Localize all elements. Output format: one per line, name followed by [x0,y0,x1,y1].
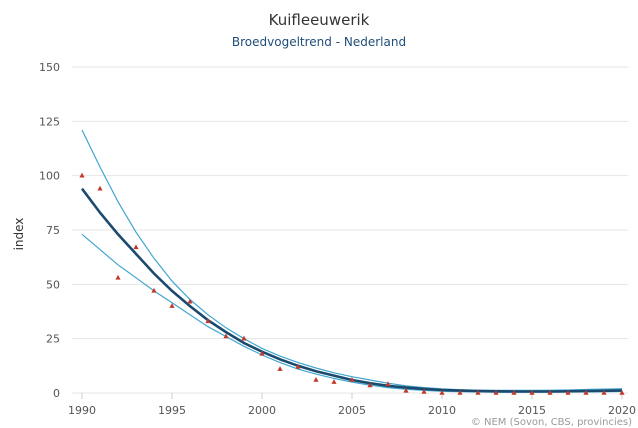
observed-point [457,390,463,395]
observed-point [565,390,571,395]
grid-lines [72,66,628,394]
observed-point [529,390,535,395]
y-tick-label: 50 [46,278,60,291]
x-tick-label: 1995 [158,404,186,417]
observed-point [151,287,157,293]
x-tick-label: 2000 [248,404,276,417]
trend-line [80,187,623,393]
observed-point [133,244,139,250]
observed-point [187,298,193,304]
y-tick-label: 25 [46,333,60,346]
observed-point [223,333,229,339]
x-tick-label: 1990 [68,404,96,417]
chart-title: Kuifleeuwerik [268,11,370,29]
observed-point [205,318,211,324]
observed-point [331,379,337,384]
x-tick-label: 2005 [338,404,366,417]
x-tick-label: 2015 [518,404,546,417]
chart-subtitle: Broedvogeltrend - Nederland [231,35,407,49]
y-axis-ticks: 0 25 50 75 100 125 150 [39,61,60,400]
x-tick-label: 2010 [428,404,456,417]
observed-point [115,274,121,280]
observed-point [259,350,265,356]
y-axis-label: index [12,218,26,251]
observed-point [349,376,355,382]
upper-confidence-line [81,129,623,391]
observed-point [367,382,373,388]
chart-credit: © NEM (Sovon, CBS, provincies) [470,417,632,428]
chart-series [79,129,625,395]
y-tick-label: 100 [39,170,60,183]
observed-point [547,390,553,395]
x-axis-ticks: 1990 1995 2000 2005 2010 2015 2020 [68,393,636,417]
observed-point [421,388,427,394]
observed-point [403,387,409,393]
observed-point [475,390,481,395]
y-tick-label: 0 [53,387,60,400]
observed-point [169,303,175,308]
observed-point [511,390,517,395]
observed-point [313,376,319,382]
observed-point [601,390,607,395]
observed-point [241,335,247,341]
y-tick-label: 150 [39,61,60,74]
observed-point [277,366,283,371]
observed-point [295,363,301,369]
observed-point [385,381,391,387]
observed-point [493,390,499,395]
lower-confidence-line [81,233,623,393]
x-tick-label: 2020 [608,404,636,417]
observed-point [583,390,589,395]
observed-point [619,390,625,395]
y-tick-label: 125 [39,115,60,128]
observed-point [79,172,85,178]
observed-point [439,390,445,395]
observed-point [97,185,103,191]
y-tick-label: 75 [46,224,60,237]
